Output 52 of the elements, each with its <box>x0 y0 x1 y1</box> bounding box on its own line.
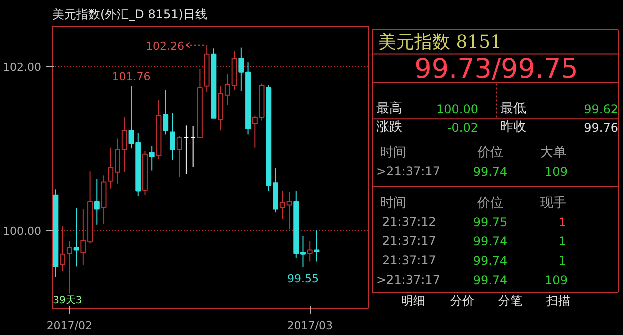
text: 时间 <box>380 145 406 160</box>
text: 扫描 <box>546 294 570 308</box>
text: 21:37:12 <box>382 214 436 229</box>
candlestick <box>176 136 182 178</box>
text: 99.76 <box>584 121 619 136</box>
text: 现手 <box>540 196 566 211</box>
text: 分笔 <box>498 294 522 308</box>
text: 1 <box>558 234 567 249</box>
text: -0.02 <box>447 121 479 136</box>
text: 明细 <box>402 294 426 308</box>
text: 最低 <box>500 101 526 116</box>
annotation: 102.26 <box>146 40 184 53</box>
text: 99.74 <box>473 234 508 249</box>
candlestick <box>94 178 100 226</box>
text: 99.73/99.75 <box>414 54 578 85</box>
annotation: 39天3 <box>53 296 82 306</box>
y-tick-label: 102.00 <box>3 61 42 74</box>
text: 99.74 <box>473 254 508 268</box>
text: 时间 <box>380 196 406 211</box>
x-tick-label: 2017/02 <box>46 320 93 332</box>
candlestick <box>74 208 80 268</box>
chart-title: 美元指数(外汇_D 8151)日线 <box>52 8 208 22</box>
text: 涨跌 <box>376 120 402 136</box>
annotation: 99.55 <box>287 272 319 286</box>
text: 价位 <box>476 145 504 160</box>
candlestick <box>307 240 313 262</box>
text: 109 <box>545 273 568 288</box>
candlestick <box>314 230 320 262</box>
candlestick <box>66 240 72 294</box>
candlestick <box>149 146 155 172</box>
x-tick-label: 2017/03 <box>287 320 333 332</box>
text: 价位 <box>476 196 504 211</box>
text: 最高 <box>376 100 402 116</box>
text: 99.75 <box>473 215 508 230</box>
candlestick <box>163 90 169 136</box>
text: >21:37:17 <box>376 272 440 287</box>
text: 100.00 <box>436 102 479 116</box>
text: 分价 <box>450 294 474 308</box>
text: 109 <box>545 164 568 179</box>
text: 昨收 <box>500 120 526 136</box>
text: 99.62 <box>584 102 619 116</box>
text: 21:37:17 <box>382 234 436 248</box>
text: >21:37:17 <box>376 164 440 178</box>
text: 美元指数 8151 <box>378 32 502 53</box>
text: 21:37:17 <box>382 254 436 268</box>
text: 99.74 <box>473 273 508 288</box>
text: 大单 <box>540 145 566 160</box>
annotation: 101.76 <box>112 70 151 84</box>
candlestick <box>170 112 176 161</box>
text: 1 <box>558 215 567 230</box>
text: 1 <box>558 254 567 268</box>
text: 99.74 <box>473 164 508 179</box>
